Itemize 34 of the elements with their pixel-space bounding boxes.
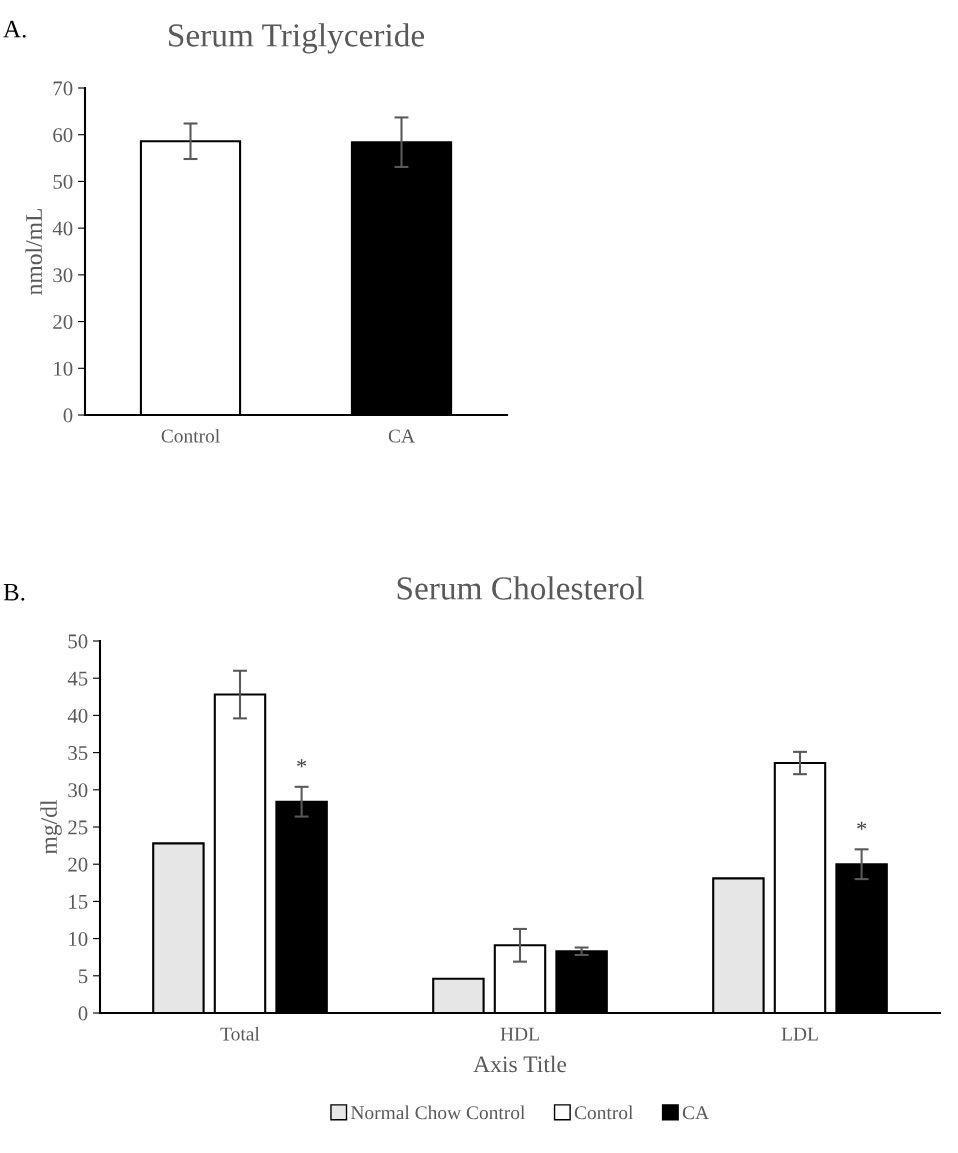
y-tick-label: 0 [63,408,73,423]
y-tick-label: 50 [68,634,88,649]
chart-title: Serum Triglyceride [169,23,425,54]
y-tick-label: 40 [52,221,73,236]
legend-label: CA [682,1106,709,1120]
y-tick-label: 60 [53,128,73,143]
annotation: * [857,821,867,830]
x-tick-label: HDL [500,1027,539,1041]
y-tick-label: 30 [53,268,73,283]
y-tick-label: 0 [78,1006,88,1021]
legend-label: Normal Chow Control [350,1105,525,1120]
y-tick-label: 15 [69,894,88,909]
y-axis-title: mg/dl [40,799,62,855]
legend-label: Control [574,1105,634,1120]
y-tick-label: 10 [54,361,73,376]
text: B. [3,583,25,601]
x-tick-label: Total [220,1026,260,1041]
y-axis-title: nmol/mL [25,208,43,295]
y-tick-label: 30 [68,783,88,798]
y-tick-label: 10 [69,931,88,947]
y-tick-label: 20 [68,857,88,872]
y-tick-label: 50 [53,174,73,189]
x-axis-title: Axis Title [473,1055,567,1073]
y-tick-label: 5 [78,969,88,984]
y-tick-label: 20 [53,314,73,329]
y-tick-label: 35 [68,746,88,761]
y-tick-label: 25 [68,820,88,835]
chart-title: Serum Cholesterol [397,576,644,600]
y-tick-label: 70 [53,81,73,96]
text: A. [3,20,26,38]
y-tick-label: 45 [67,671,88,686]
annotation: * [297,759,307,768]
x-tick-label: LDL [781,1027,818,1041]
y-tick-label: 40 [67,708,88,723]
